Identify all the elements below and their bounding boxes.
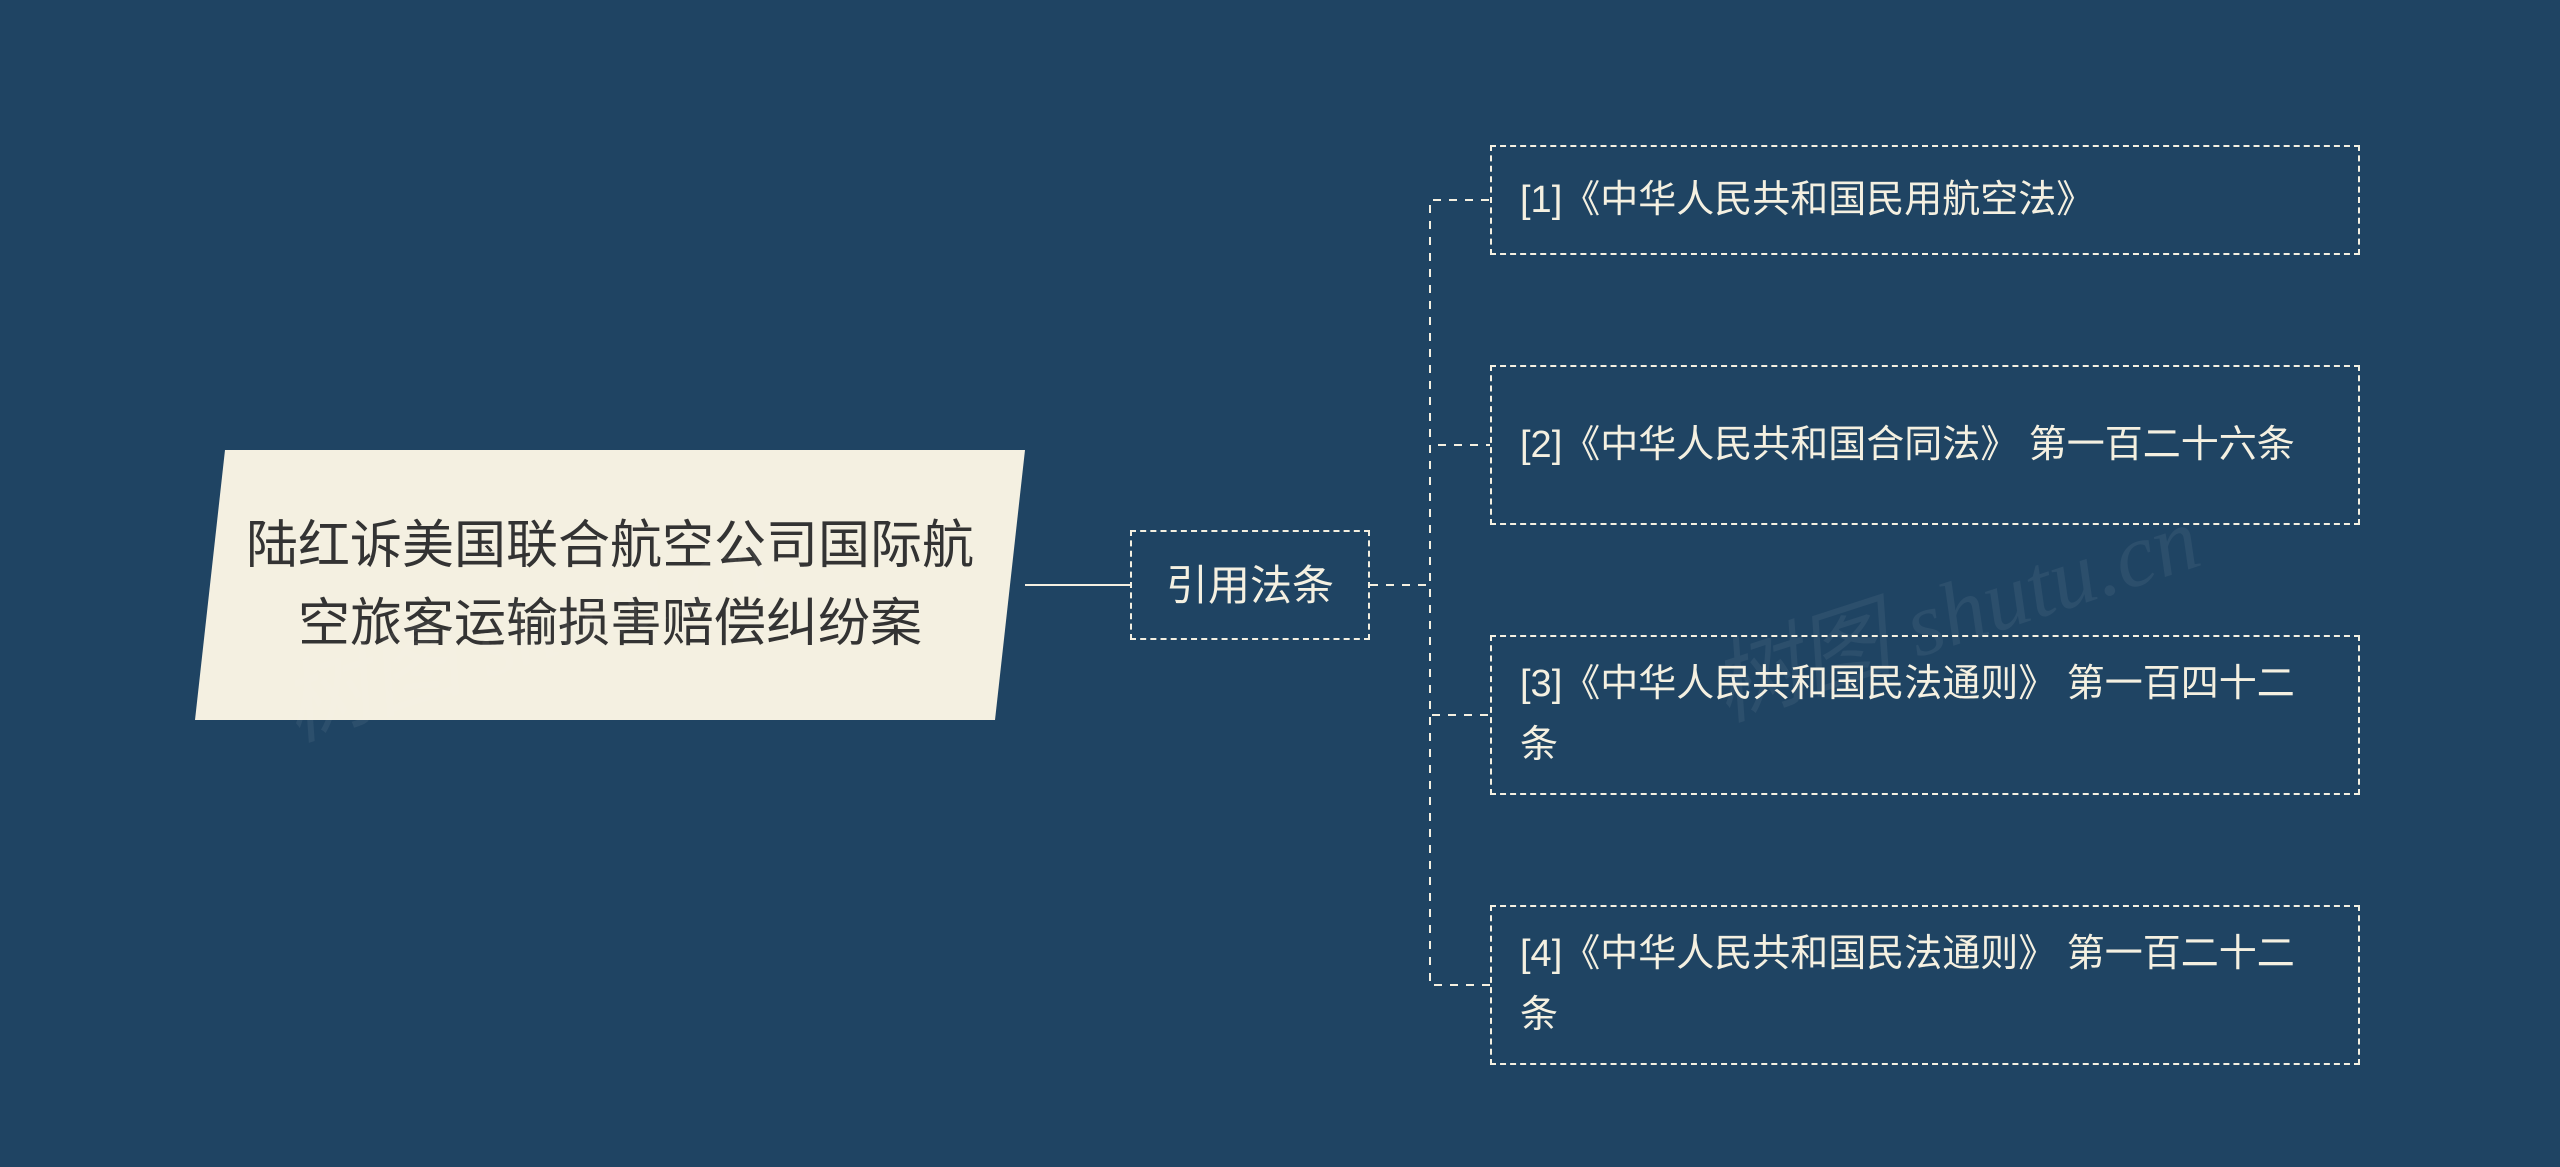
leaf-node-label: [4]《中华人民共和国民法通则》 第一百二十二条 <box>1520 924 2330 1046</box>
leaf-node: [2]《中华人民共和国合同法》 第一百二十六条 <box>1490 365 2360 525</box>
mid-node-label: 引用法条 <box>1166 554 1334 617</box>
mid-node: 引用法条 <box>1130 530 1370 640</box>
leaf-node-label: [1]《中华人民共和国民用航空法》 <box>1520 170 2094 231</box>
leaf-node: [1]《中华人民共和国民用航空法》 <box>1490 145 2360 255</box>
leaf-node-label: [3]《中华人民共和国民法通则》 第一百四十二条 <box>1520 654 2330 776</box>
leaf-node: [4]《中华人民共和国民法通则》 第一百二十二条 <box>1490 905 2360 1065</box>
mindmap-canvas: 陆红诉美国联合航空公司国际航空旅客运输损害赔偿纠纷案 引用法条 [1]《中华人民… <box>0 0 2560 1167</box>
leaf-node: [3]《中华人民共和国民法通则》 第一百四十二条 <box>1490 635 2360 795</box>
leaf-node-label: [2]《中华人民共和国合同法》 第一百二十六条 <box>1520 415 2295 476</box>
root-node-label: 陆红诉美国联合航空公司国际航空旅客运输损害赔偿纠纷案 <box>235 507 985 663</box>
root-node: 陆红诉美国联合航空公司国际航空旅客运输损害赔偿纠纷案 <box>195 450 1025 720</box>
